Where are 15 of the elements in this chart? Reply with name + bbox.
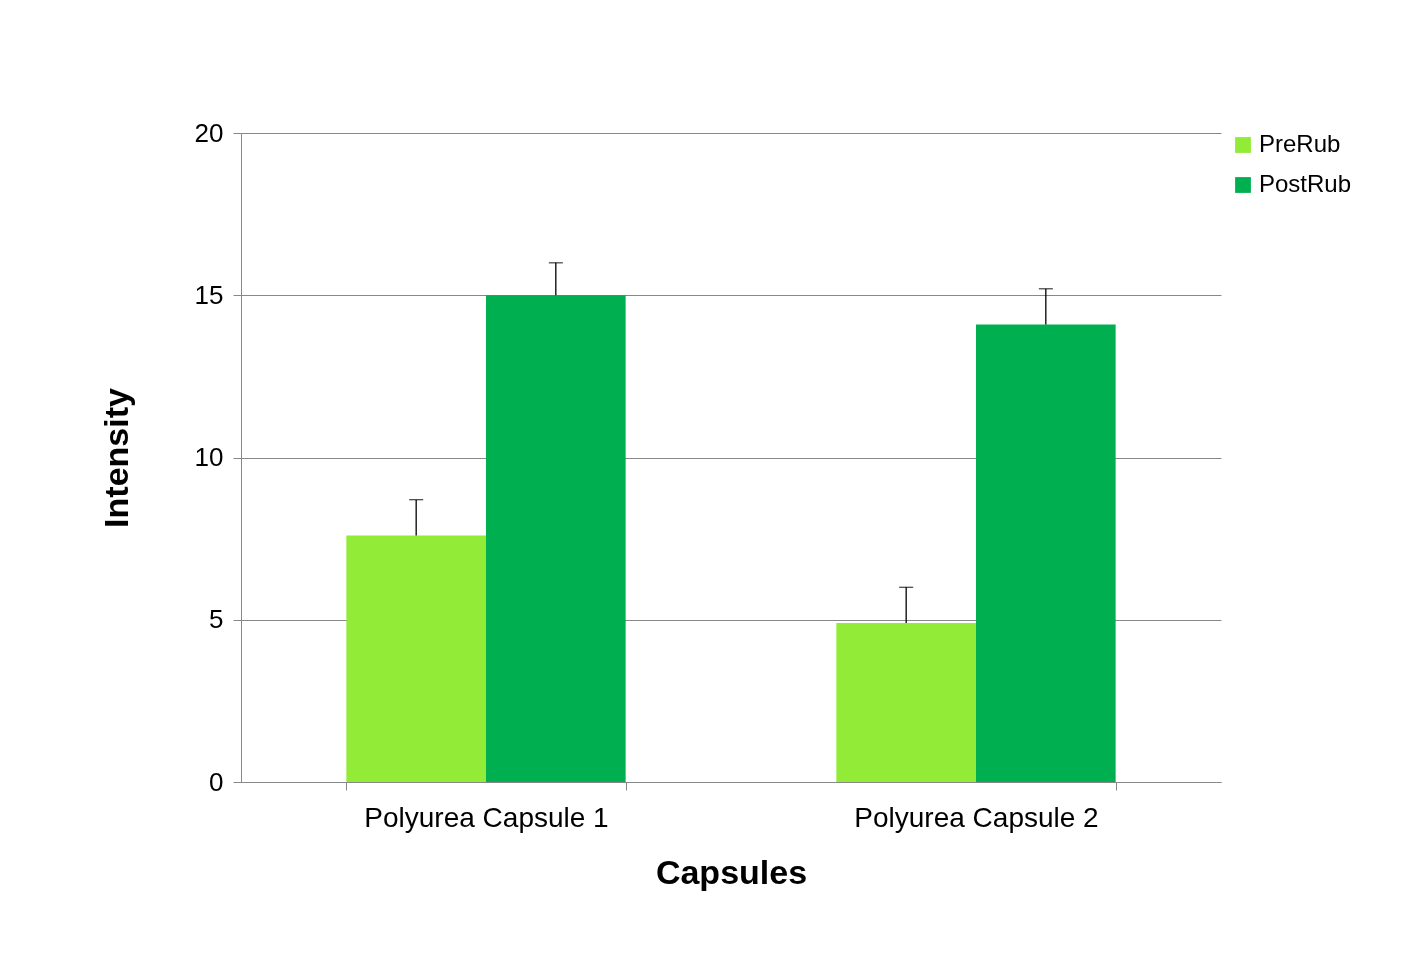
y-axis-title: Intensity (96, 388, 135, 528)
bar (486, 295, 626, 782)
legend-label: PreRub (1259, 130, 1341, 157)
x-axis-title: Capsules (655, 852, 808, 891)
legend-label: PostRub (1259, 170, 1352, 197)
y-tick-label: 20 (194, 117, 224, 148)
x-tick-label: Polyurea Capsule 1 (364, 801, 609, 833)
y-tick-label: 10 (194, 442, 224, 472)
bar (346, 535, 486, 782)
bar (836, 623, 976, 782)
x-tick-label: Polyurea Capsule 2 (854, 801, 1099, 833)
y-tick-label: 5 (209, 604, 224, 635)
y-tick-label: 0 (209, 766, 224, 797)
y-tick-label: 15 (194, 279, 224, 310)
bar (976, 324, 1116, 782)
